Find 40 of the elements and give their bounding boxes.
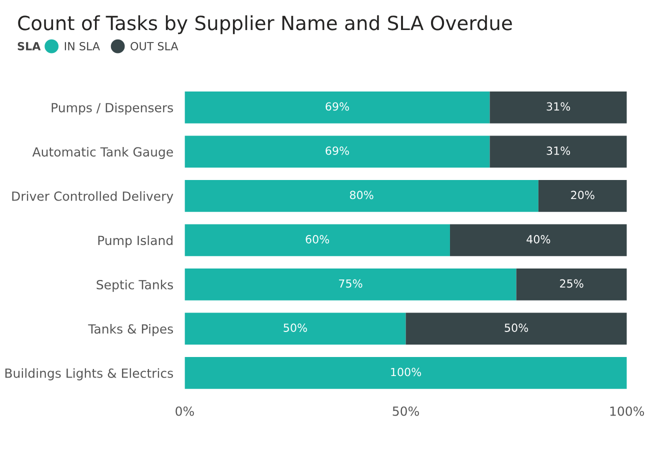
bar bbox=[184, 92, 490, 124]
y-tick-label: Tanks & Pipes bbox=[88, 324, 173, 336]
y-tick-label: Automatic Tank Gauge bbox=[32, 146, 173, 160]
data-label: 100% bbox=[391, 368, 422, 376]
legend-label: IN SLA bbox=[64, 42, 100, 50]
x-tick-label: 100% bbox=[610, 406, 644, 416]
y-tick-label: Pumps / Dispensers bbox=[52, 102, 173, 115]
data-label: 69% bbox=[326, 102, 349, 111]
bar bbox=[184, 312, 406, 345]
data-label: 31% bbox=[546, 102, 570, 111]
data-label: 20% bbox=[571, 190, 594, 200]
data-label: 31% bbox=[546, 146, 570, 155]
data-label: 50% bbox=[504, 324, 528, 332]
data-label: 40% bbox=[526, 235, 550, 244]
data-label: 80% bbox=[350, 190, 374, 200]
data-label: 60% bbox=[306, 235, 330, 244]
legend-title: SLA bbox=[18, 42, 41, 50]
bar bbox=[450, 224, 627, 256]
chart-title: Count of Tasks by Supplier Name and SLA Overdue bbox=[18, 15, 512, 34]
y-tick-label: Septic Tanks bbox=[96, 280, 173, 292]
y-tick-label: Driver Controlled Delivery bbox=[12, 191, 174, 204]
data-label: 25% bbox=[560, 279, 584, 288]
y-tick-label: Buildings Lights & Electrics bbox=[5, 368, 173, 380]
y-tick-label: Pump Island bbox=[98, 235, 172, 248]
bar bbox=[184, 357, 627, 389]
bar bbox=[184, 268, 516, 300]
bar bbox=[184, 180, 538, 212]
bar bbox=[538, 180, 627, 212]
x-tick-label: 0% bbox=[176, 406, 194, 416]
x-tick-label: 50% bbox=[392, 406, 419, 416]
data-label: 75% bbox=[339, 279, 362, 288]
bar bbox=[490, 92, 627, 124]
bar bbox=[184, 136, 490, 168]
bar bbox=[184, 224, 450, 256]
legend-label: OUT SLA bbox=[130, 42, 178, 50]
bar bbox=[516, 268, 627, 300]
data-label: 69% bbox=[326, 146, 349, 155]
bar bbox=[490, 136, 627, 168]
bar bbox=[406, 312, 627, 345]
data-label: 50% bbox=[284, 324, 307, 332]
